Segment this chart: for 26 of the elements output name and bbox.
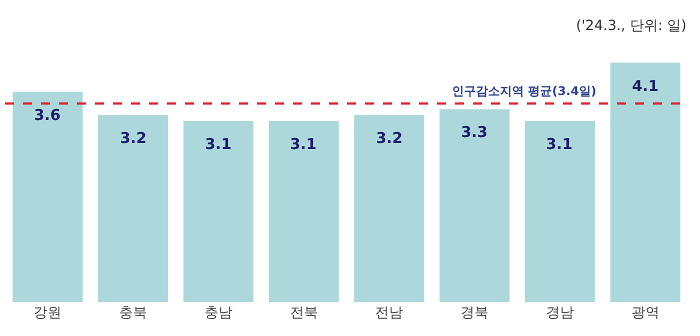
bar [268, 120, 339, 302]
data-label: 4.1 [632, 77, 659, 95]
x-tick-label: 강원 [34, 305, 62, 321]
bar [12, 92, 83, 302]
data-label: 3.1 [546, 135, 573, 153]
x-tick-label: 충남 [204, 305, 232, 321]
bar [354, 115, 424, 302]
ref-line-label: 인구감소지역 평균(3.4일) [452, 84, 596, 98]
data-label: 3.6 [34, 106, 61, 124]
data-label: 3.1 [205, 135, 232, 153]
data-label: 3.1 [290, 135, 317, 153]
x-tick-label: 전북 [290, 305, 318, 321]
text: ('24.3., 단위: 일) [576, 18, 686, 34]
bar [524, 120, 595, 302]
data-label: 3.3 [461, 123, 488, 141]
bar [183, 120, 254, 302]
bar [610, 62, 680, 302]
x-tick-label: 경남 [546, 305, 574, 321]
x-tick-label: 경북 [460, 305, 489, 321]
x-tick-label: 충북 [119, 305, 148, 321]
data-label: 3.2 [120, 129, 147, 147]
x-tick-label: 전남 [375, 305, 404, 321]
x-tick-label: 광역 [631, 305, 660, 321]
bar [440, 109, 510, 302]
data-label: 3.2 [376, 129, 403, 147]
bar [98, 115, 168, 302]
